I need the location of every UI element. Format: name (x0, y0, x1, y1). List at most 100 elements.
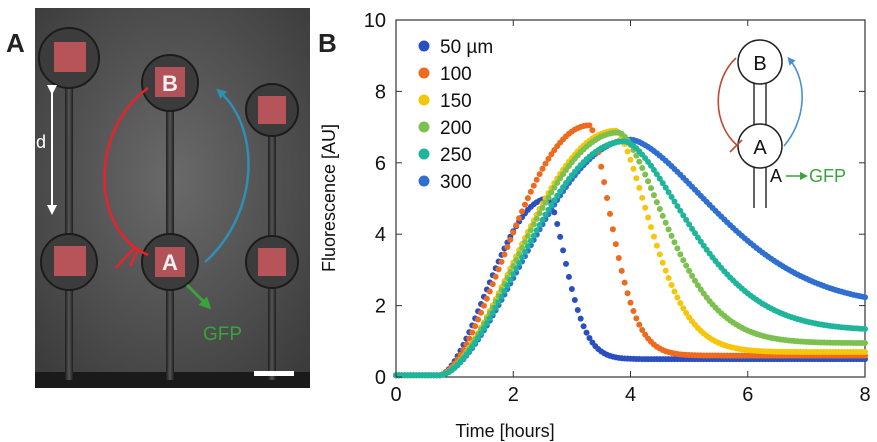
data-point (533, 215, 540, 222)
scale-bar (254, 371, 294, 376)
data-point (627, 156, 634, 163)
data-point (659, 259, 666, 266)
data-point (533, 227, 540, 234)
data-point (548, 151, 555, 158)
data-point (524, 232, 531, 239)
axis-ticks: 0 2 4 6 8 0 2 4 6 8 10 (364, 10, 871, 406)
data-point (583, 329, 590, 336)
data-point (545, 194, 552, 201)
data-point (504, 244, 511, 251)
inset-repression-arc (717, 57, 739, 147)
data-point (659, 180, 666, 187)
data-point (536, 171, 543, 178)
data-point (557, 233, 564, 240)
data-point (542, 211, 549, 218)
data-point (472, 339, 479, 346)
data-point (486, 288, 493, 295)
micrograph-panel: d B A GFP (35, 8, 310, 388)
data-point (565, 273, 572, 280)
device-middle (141, 54, 199, 380)
legend-label: 100 (440, 64, 472, 85)
data-point (501, 251, 508, 258)
data-point (598, 163, 605, 170)
data-point (665, 189, 672, 196)
inset-activation-arc (783, 56, 803, 147)
data-point (674, 245, 681, 252)
data-point (469, 343, 476, 350)
device-left (38, 27, 100, 380)
data-point (653, 199, 660, 206)
legend-marker (418, 175, 430, 187)
legend: 50 µm 100 150 200 250 300 (418, 37, 493, 193)
data-point (665, 226, 672, 233)
data-point (665, 275, 672, 282)
data-point (683, 310, 690, 317)
repression-bar (128, 247, 141, 267)
data-point (513, 265, 520, 272)
data-point (633, 152, 640, 159)
data-point (492, 273, 499, 280)
fluorescence-chart: 0 2 4 6 8 0 2 4 6 8 10 Fluorescence [AU] Time [hou… (319, 10, 871, 441)
data-point (671, 198, 678, 205)
data-point (510, 229, 517, 236)
data-point (527, 227, 534, 234)
data-point (530, 221, 537, 228)
data-point (577, 315, 584, 322)
data-point (480, 325, 487, 332)
legend-label: 150 (440, 91, 472, 112)
y-tick-label: 0 (375, 367, 386, 389)
legend-label: 200 (440, 118, 472, 139)
data-point (656, 175, 663, 182)
data-point (510, 271, 517, 278)
data-point (668, 232, 675, 239)
device-right (245, 83, 299, 380)
x-tick-label: 8 (859, 384, 870, 406)
data-point (489, 310, 496, 317)
data-point (686, 267, 693, 274)
panel-a-letter: A (6, 28, 25, 58)
data-point (650, 192, 657, 199)
data-point (539, 165, 546, 172)
data-point (862, 349, 868, 356)
data-point (519, 254, 526, 261)
data-point (677, 207, 684, 214)
data-point (519, 208, 526, 215)
data-point (636, 184, 643, 191)
data-point (516, 260, 523, 267)
data-point (478, 330, 485, 337)
data-point (554, 179, 561, 186)
data-point (618, 267, 625, 274)
data-point (645, 178, 652, 185)
data-point (668, 281, 675, 288)
data-point (501, 288, 508, 295)
data-point (609, 226, 616, 233)
legend-marker (418, 148, 430, 160)
data-point (551, 209, 558, 216)
data-point (642, 204, 649, 211)
data-point (539, 216, 546, 223)
data-point (580, 323, 587, 330)
data-point (483, 295, 490, 302)
data-point (466, 335, 473, 342)
data-point (656, 206, 663, 213)
data-point (545, 155, 552, 162)
data-point (662, 184, 669, 191)
x-tick-label: 6 (742, 384, 753, 406)
data-point (639, 194, 646, 201)
data-point (536, 221, 543, 228)
node-a-label: A (162, 250, 178, 275)
data-point (862, 294, 868, 301)
legend-marker (418, 40, 430, 52)
data-point (516, 215, 523, 222)
data-point (624, 148, 631, 155)
data-point (668, 193, 675, 200)
data-point (524, 195, 531, 202)
inset-node-b-label: B (753, 53, 766, 75)
legend-label: 300 (440, 172, 472, 193)
data-point (683, 262, 690, 269)
data-point (589, 127, 596, 134)
data-point (606, 210, 613, 217)
data-point (533, 176, 540, 183)
data-point (633, 175, 640, 182)
data-point (542, 199, 549, 206)
